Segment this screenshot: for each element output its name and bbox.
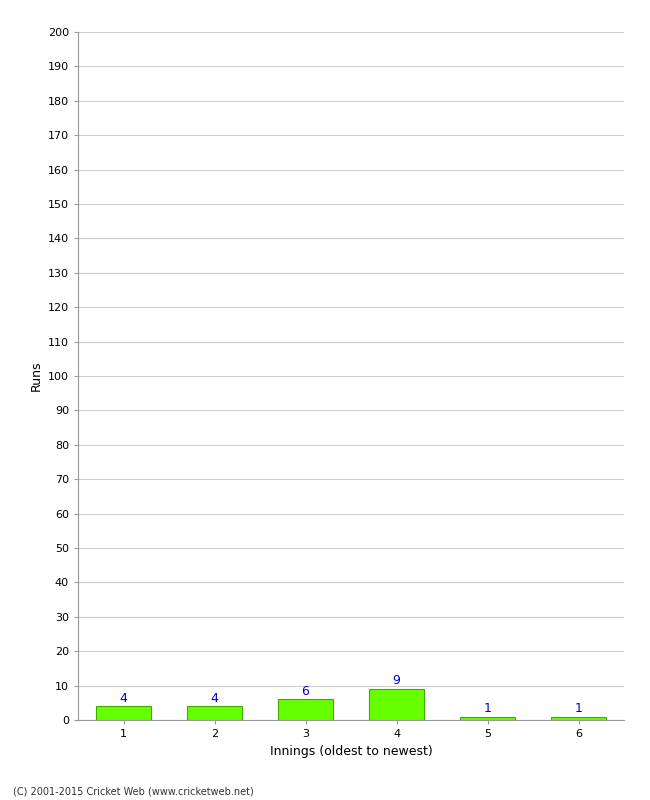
Text: 6: 6 [302,685,309,698]
Text: 1: 1 [575,702,582,715]
Text: (C) 2001-2015 Cricket Web (www.cricketweb.net): (C) 2001-2015 Cricket Web (www.cricketwe… [13,786,254,796]
Text: 4: 4 [120,691,127,705]
Bar [96,706,151,720]
Bar [460,717,515,720]
Y-axis label: Runs: Runs [29,361,42,391]
Bar [187,706,242,720]
X-axis label: Innings (oldest to newest): Innings (oldest to newest) [270,745,432,758]
Text: 4: 4 [211,691,218,705]
Text: 1: 1 [484,702,491,715]
Bar [551,717,606,720]
Text: 9: 9 [393,674,400,687]
Bar [369,689,424,720]
Bar [278,699,333,720]
